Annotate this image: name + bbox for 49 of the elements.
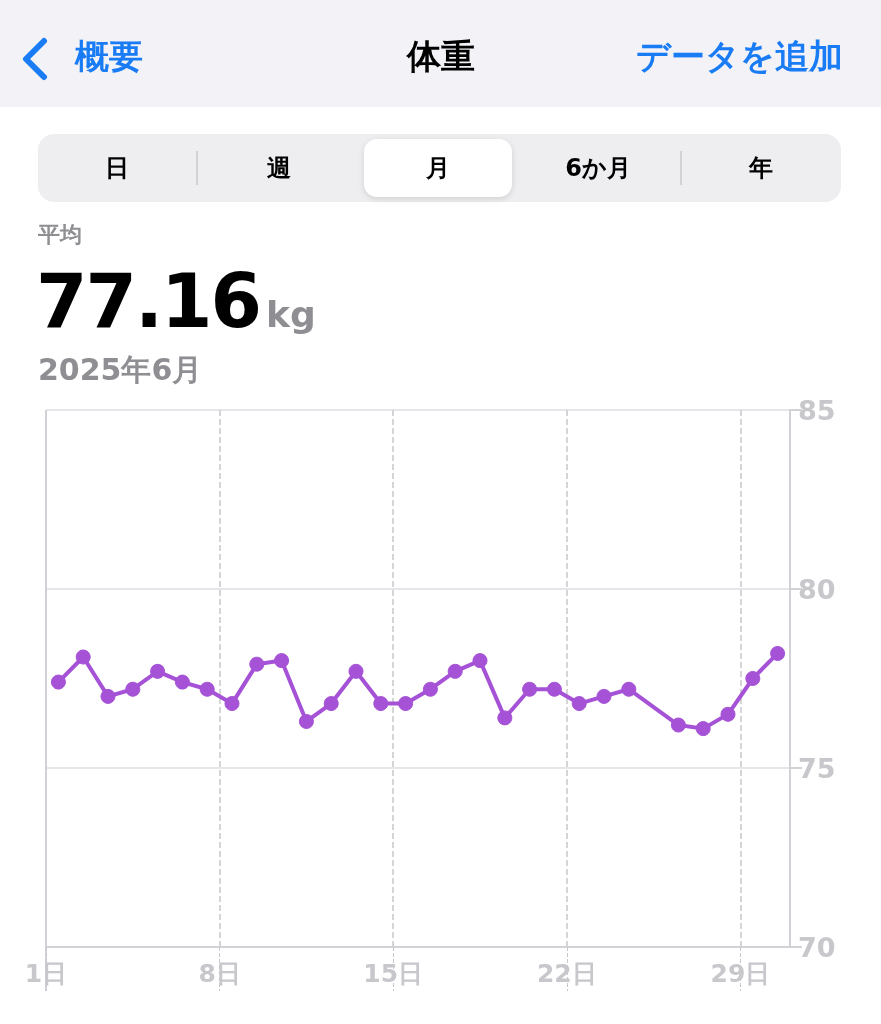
point (472, 653, 488, 669)
point (150, 663, 166, 679)
y-tick-label: 75 (798, 752, 836, 784)
point (274, 653, 290, 669)
text: 年 (747, 153, 774, 184)
point (323, 696, 339, 712)
y-tick-label: 70 (798, 931, 836, 963)
point (621, 681, 637, 697)
point (596, 688, 612, 704)
x-tick-label: 8日 (198, 959, 241, 988)
point (571, 696, 587, 712)
point (348, 663, 364, 679)
text: 概要 (75, 35, 143, 78)
point (670, 717, 686, 733)
point (546, 681, 562, 697)
point (174, 674, 190, 690)
text: 6か月 (564, 153, 632, 184)
point (745, 671, 761, 686)
point (50, 674, 66, 690)
y-tick-label: 85 (798, 394, 836, 426)
x-tick-label: 22日 (536, 959, 597, 988)
x-tick-label: 15日 (363, 959, 424, 988)
point (720, 706, 736, 722)
point (522, 681, 538, 697)
point (224, 696, 240, 712)
point (398, 696, 414, 712)
text: 日 (104, 153, 130, 184)
x-tick-label: 29日 (710, 959, 771, 988)
point (199, 681, 215, 697)
point (422, 681, 438, 697)
point (770, 645, 786, 661)
text: kg (266, 294, 316, 335)
point (497, 710, 513, 726)
text: 平均 (38, 221, 82, 249)
point (100, 688, 116, 704)
text: データを追加 (636, 35, 843, 78)
point (249, 656, 265, 672)
text: 2025年6月 (38, 351, 203, 389)
point (298, 713, 314, 729)
y-tick-label: 80 (798, 573, 836, 605)
point (695, 721, 711, 737)
text: 77.16 (36, 258, 261, 344)
text: 月 (425, 153, 451, 184)
chart-title: 体重 (406, 36, 475, 76)
point (75, 649, 91, 665)
point (447, 663, 463, 679)
point (125, 681, 141, 697)
text: 週 (266, 153, 292, 184)
point (373, 696, 389, 712)
